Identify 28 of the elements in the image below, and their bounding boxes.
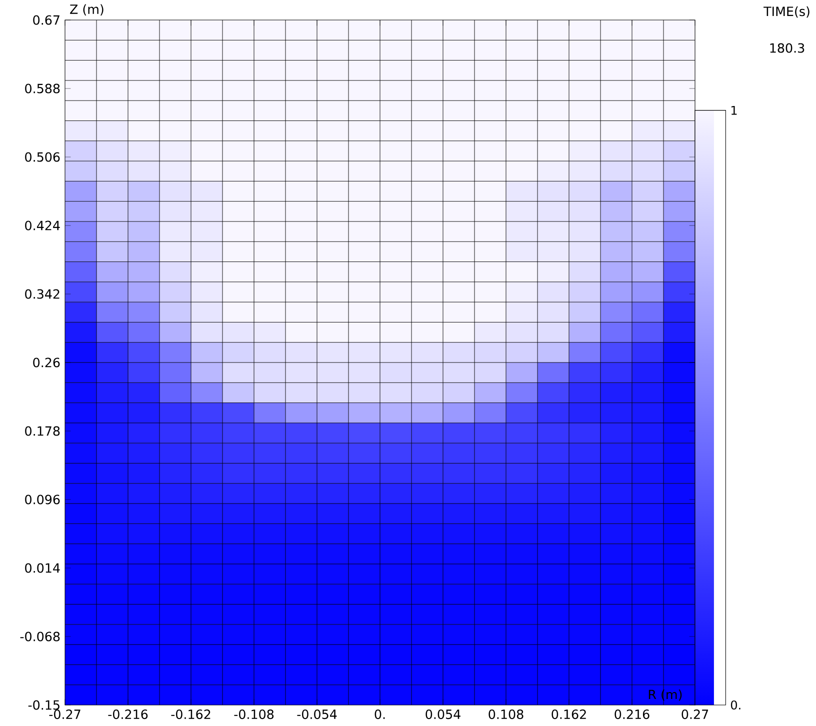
y-tick-label: 0.096 bbox=[25, 494, 60, 504]
x-tick-label: -0.054 bbox=[297, 709, 337, 720]
text: 180.3 bbox=[770, 43, 804, 53]
y-tick-label: -0.15 bbox=[28, 700, 60, 710]
x-tick-label: -0.27 bbox=[49, 709, 80, 720]
color-bar-label: 1 bbox=[731, 106, 737, 115]
y-tick-label: 0.178 bbox=[25, 426, 60, 436]
x-tick-label: 0.108 bbox=[488, 709, 524, 720]
x-tick-label: -0.216 bbox=[108, 709, 148, 720]
x-tick-label: 0.054 bbox=[426, 709, 460, 720]
x-tick-label: 0.162 bbox=[552, 709, 586, 720]
x-tick-label: 0.27 bbox=[682, 709, 708, 720]
x-tick-label: -0.108 bbox=[234, 709, 274, 720]
y-tick-label: -0.068 bbox=[20, 632, 60, 642]
text: TIME(s) bbox=[764, 6, 810, 18]
y-tick-label: 0.342 bbox=[25, 289, 60, 299]
y-tick-label: 0.26 bbox=[33, 358, 60, 368]
y-tick-label: 0.014 bbox=[25, 563, 60, 573]
y-tick-label: 0.67 bbox=[33, 15, 60, 25]
x-tick-label: 0.216 bbox=[614, 709, 650, 720]
y-tick-label: 0.588 bbox=[25, 84, 60, 94]
x-tick-label: -0.162 bbox=[171, 709, 210, 720]
x-tick-label: 0. bbox=[374, 709, 385, 720]
y-axis-title: Z (m) bbox=[70, 4, 104, 16]
x-axis-title: R (m) bbox=[648, 689, 682, 701]
color-bar-label: 0. bbox=[730, 700, 740, 710]
y-tick-label: 0.424 bbox=[25, 220, 60, 230]
y-tick-label: 0.506 bbox=[25, 152, 60, 162]
